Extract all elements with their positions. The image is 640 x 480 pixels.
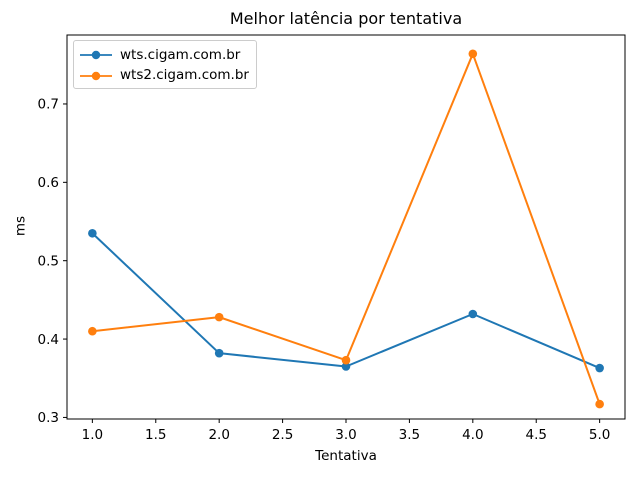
x-tick-label: 1.0 bbox=[82, 427, 103, 443]
series-line-1 bbox=[91, 52, 601, 406]
x-tick-label: 1.5 bbox=[145, 427, 166, 443]
data-point-marker bbox=[88, 228, 97, 238]
legend: wts.cigam.com.br wts2.cigam.com.br bbox=[73, 40, 257, 89]
y-tick-label: 0.5 bbox=[38, 253, 59, 269]
x-tick-label: 4.0 bbox=[462, 427, 483, 443]
legend-line-sample bbox=[80, 71, 112, 80]
x-tick-label: 2.5 bbox=[272, 427, 293, 443]
data-point-marker bbox=[214, 312, 224, 322]
legend-label: wts.cigam.com.br bbox=[120, 46, 241, 63]
legend-item: wts2.cigam.com.br bbox=[79, 66, 256, 87]
y-tick-label: 0.6 bbox=[38, 175, 59, 191]
data-point-marker bbox=[341, 355, 351, 365]
data-point-marker bbox=[88, 326, 97, 336]
x-tick-label: 2.0 bbox=[208, 427, 229, 443]
y-tick-label: 0.7 bbox=[38, 97, 59, 113]
legend-line-sample bbox=[80, 51, 112, 60]
x-tick-label: 4.5 bbox=[525, 427, 546, 443]
data-point-marker bbox=[468, 309, 478, 319]
data-point-marker bbox=[341, 362, 351, 371]
data-point-marker bbox=[214, 348, 224, 358]
x-tick-label: 3.0 bbox=[335, 427, 356, 443]
series-line-0 bbox=[91, 232, 601, 370]
chart-title: Melhor latência por tentativa bbox=[229, 9, 463, 28]
data-point-marker bbox=[468, 49, 478, 59]
x-tick-label: 5.0 bbox=[589, 427, 610, 443]
plot-spines bbox=[66, 34, 626, 420]
legend-item: wts.cigam.com.br bbox=[79, 45, 256, 66]
y-tick-label: 0.4 bbox=[38, 332, 59, 348]
data-point-marker bbox=[595, 399, 604, 409]
x-axis-label: Tentativa bbox=[315, 448, 377, 464]
x-tick-label: 3.5 bbox=[399, 427, 420, 443]
data-point-marker bbox=[595, 363, 604, 373]
legend-label: wts2.cigam.com.br bbox=[120, 67, 249, 83]
y-axis-label: ms bbox=[12, 215, 29, 237]
y-tick-label: 0.3 bbox=[38, 410, 59, 426]
